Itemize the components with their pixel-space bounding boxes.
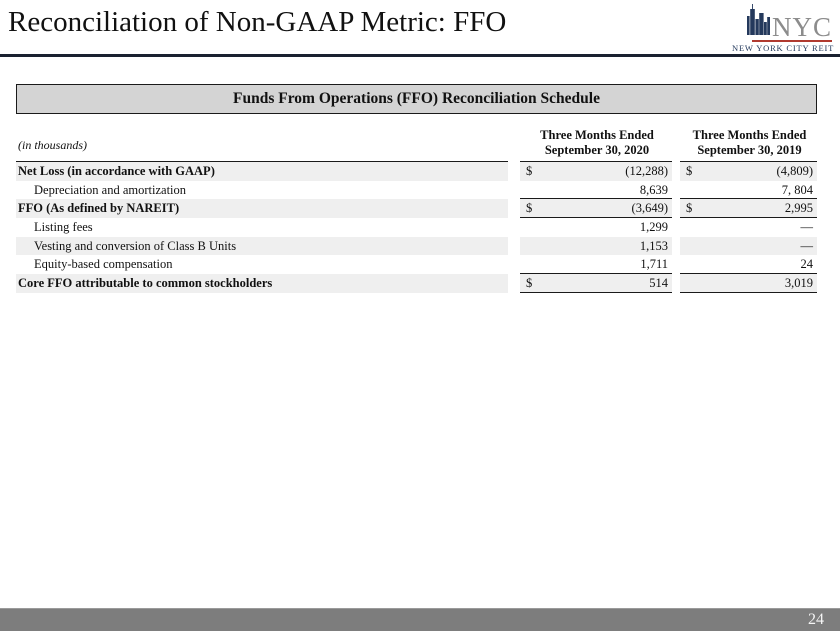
logo-company-name: NEW YORK CITY REIT bbox=[732, 43, 835, 53]
schedule-header-title: Funds From Operations (FFO) Reconciliati… bbox=[233, 90, 600, 107]
table-header-row: (in thousands) Three Months Ended Septem… bbox=[16, 118, 817, 162]
units-note: (in thousands) bbox=[16, 118, 508, 162]
nyc-reit-logo: NYC NEW YORK CITY REIT bbox=[732, 4, 835, 54]
title-divider bbox=[0, 54, 840, 57]
currency-symbol: $ bbox=[686, 164, 693, 178]
page-number: 24 bbox=[808, 611, 824, 628]
currency-symbol: $ bbox=[686, 201, 693, 216]
table-row: Net Loss (in accordance with GAAP) $ (12,… bbox=[16, 162, 817, 181]
table-row: Core FFO attributable to common stockhol… bbox=[16, 274, 817, 293]
column-header-2019: Three Months Ended September 30, 2019 bbox=[680, 118, 817, 162]
table-row: Depreciation and amortization 8,639 7, 8… bbox=[16, 180, 817, 200]
currency-symbol: $ bbox=[526, 276, 533, 291]
table-row: Listing fees 1,299 — bbox=[16, 218, 817, 237]
schedule-header-bar: Funds From Operations (FFO) Reconciliati… bbox=[16, 84, 817, 114]
table-row: FFO (As defined by NAREIT) $ (3,649) $2,9… bbox=[16, 199, 817, 219]
footer-bar: 24 bbox=[0, 608, 840, 631]
skyline-icon bbox=[746, 4, 770, 40]
currency-symbol: $ bbox=[526, 164, 533, 178]
column-header-2020: Three Months Ended September 30, 2020 bbox=[520, 118, 672, 162]
table-row: Vesting and conversion of Class B Units … bbox=[16, 236, 817, 256]
currency-symbol: $ bbox=[526, 201, 533, 216]
logo-acronym: NYC bbox=[771, 12, 832, 42]
table-row: Equity-based compensation 1,711 24 bbox=[16, 255, 817, 275]
ffo-reconciliation-table: (in thousands) Three Months Ended Septem… bbox=[16, 118, 817, 293]
slide-title: Reconciliation of Non-GAAP Metric: FFO bbox=[8, 6, 507, 38]
logo-red-underline bbox=[752, 40, 832, 42]
